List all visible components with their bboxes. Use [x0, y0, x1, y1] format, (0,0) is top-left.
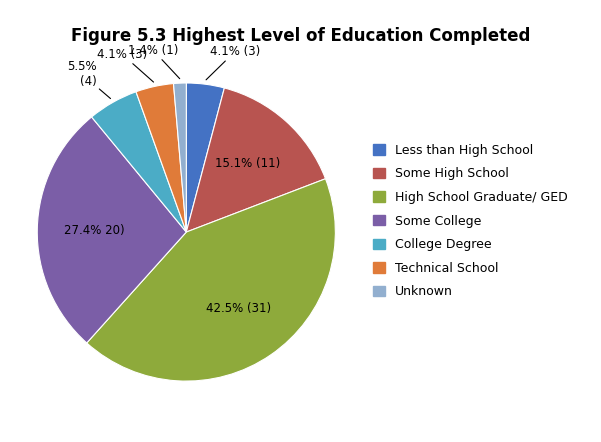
Text: 4.1% (3): 4.1% (3): [97, 48, 153, 82]
Text: 1.4% (1): 1.4% (1): [128, 44, 180, 79]
Wedge shape: [186, 83, 224, 232]
Wedge shape: [37, 117, 186, 343]
Wedge shape: [186, 88, 326, 232]
Text: 42.5% (31): 42.5% (31): [206, 302, 271, 315]
Wedge shape: [91, 92, 186, 232]
Text: Figure 5.3 Highest Level of Education Completed: Figure 5.3 Highest Level of Education Co…: [71, 27, 530, 45]
Text: 15.1% (11): 15.1% (11): [215, 157, 281, 170]
Text: 4.1% (3): 4.1% (3): [206, 45, 260, 80]
Text: 5.5%
(4): 5.5% (4): [67, 60, 111, 99]
Wedge shape: [174, 83, 186, 232]
Legend: Less than High School, Some High School, High School Graduate/ GED, Some College: Less than High School, Some High School,…: [373, 144, 568, 298]
Text: 27.4% 20): 27.4% 20): [64, 224, 124, 236]
Wedge shape: [136, 84, 186, 232]
Wedge shape: [87, 179, 335, 381]
